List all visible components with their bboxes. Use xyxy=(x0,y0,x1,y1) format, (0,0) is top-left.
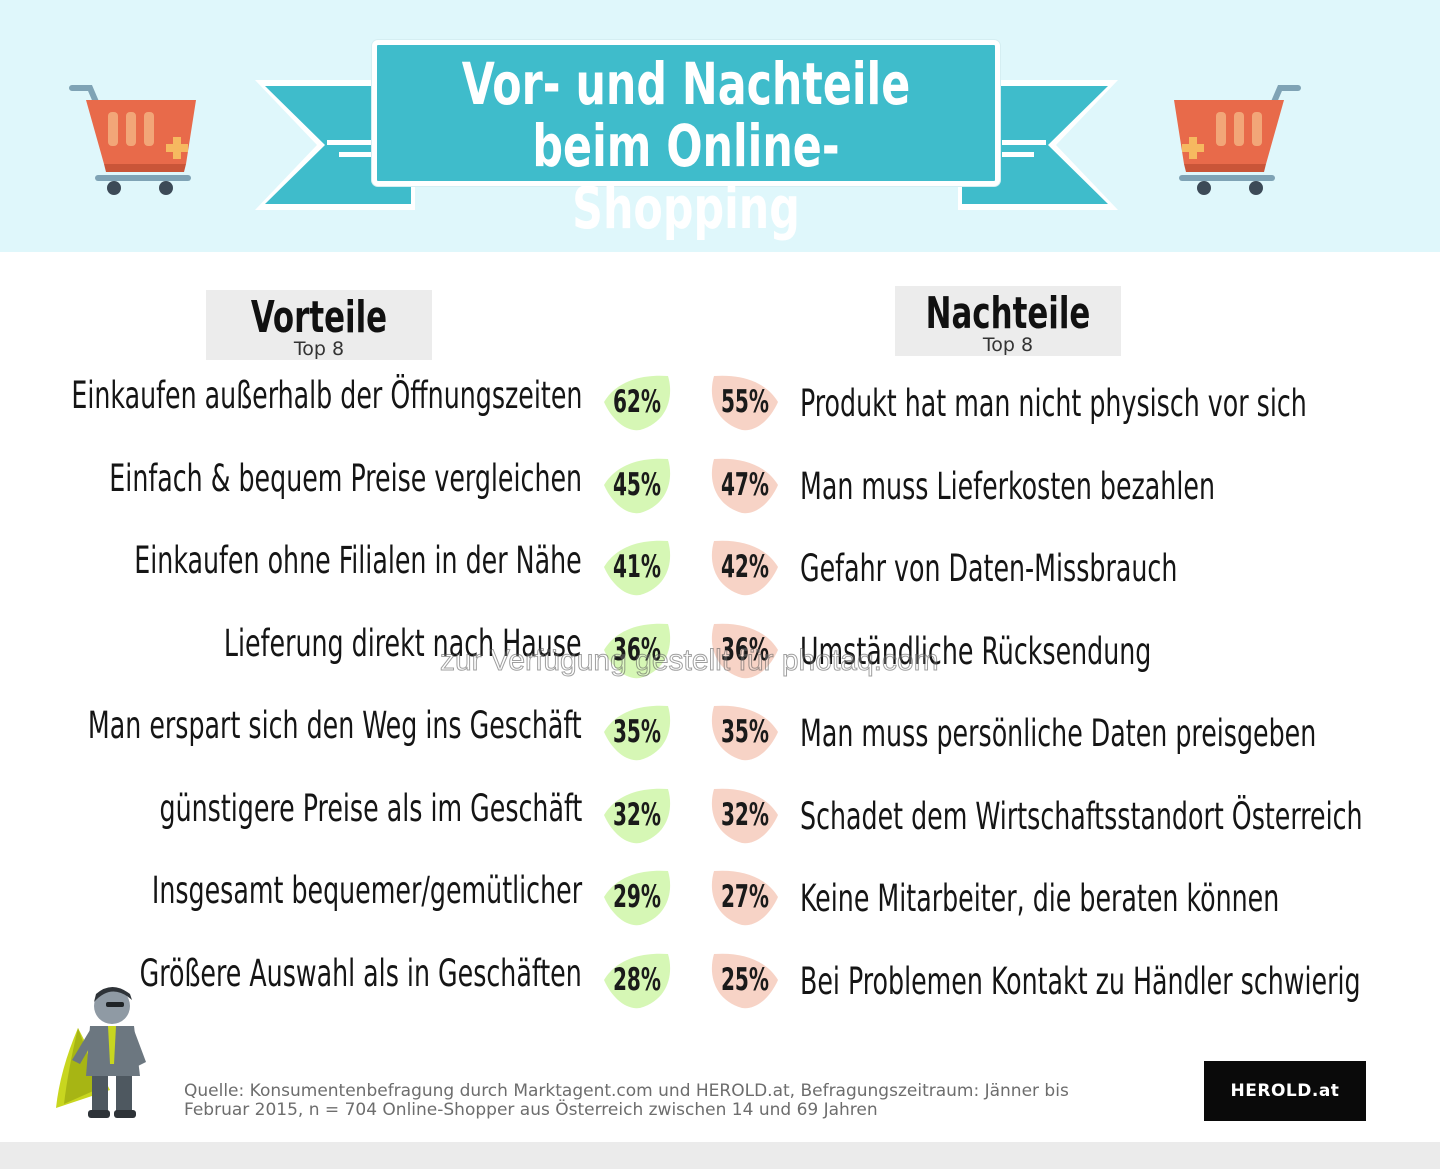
disadvantage-percent: 32% xyxy=(720,796,770,833)
watermark: zur Verfügung gestellt für photaq.com xyxy=(440,644,940,678)
disadvantage-label: Keine Mitarbeiter, die beraten können xyxy=(800,877,1280,920)
source-note: Quelle: Konsumentenbefragung durch Markt… xyxy=(184,1082,1174,1120)
disadvantage-label: Schadet dem Wirtschaftsstandort Österrei… xyxy=(800,794,1363,838)
disadvantage-percent: 36% xyxy=(720,631,770,668)
disadvantage-percent-badge: 47% xyxy=(710,455,780,515)
advantage-percent: 62% xyxy=(612,384,662,420)
advantages-subtitle: Top 8 xyxy=(293,338,345,360)
disadvantage-percent-badge: 32% xyxy=(710,785,780,845)
advantage-percent-badge: 28% xyxy=(602,950,672,1010)
advantage-percent: 41% xyxy=(612,549,662,585)
disadvantage-percent: 25% xyxy=(720,961,770,998)
advantage-percent: 35% xyxy=(612,714,662,750)
advantage-percent-badge: 32% xyxy=(602,785,672,845)
advantage-label: Man erspart sich den Weg ins Geschäft xyxy=(88,704,582,747)
advantage-percent: 45% xyxy=(612,466,662,503)
page-title-line2: beim Online-Shopping xyxy=(532,112,840,242)
disadvantage-label: Man muss Lieferkosten bezahlen xyxy=(800,464,1215,508)
advantages-title: Vorteile xyxy=(250,292,388,343)
advantage-percent-badge: 35% xyxy=(602,702,672,762)
source-line-1: Quelle: Konsumentenbefragung durch Markt… xyxy=(184,1081,1069,1101)
advantage-percent-badge: 36% xyxy=(602,620,672,680)
disadvantage-percent-badge: 55% xyxy=(710,372,780,432)
disadvantage-percent-badge: 27% xyxy=(710,867,780,927)
disadvantage-label: Gefahr von Daten-Missbrauch xyxy=(800,547,1178,590)
disadvantage-label: Man muss persönliche Daten preisgeben xyxy=(800,712,1317,755)
advantage-label: Lieferung direkt nach Hause xyxy=(224,621,582,665)
disadvantage-percent: 42% xyxy=(720,549,770,585)
disadvantage-percent-badge: 42% xyxy=(710,537,780,597)
shopping-cart-icon xyxy=(1174,85,1301,195)
advantage-label: Insgesamt bequemer/gemütlicher xyxy=(151,869,582,912)
advantage-percent-badge: 62% xyxy=(602,372,672,432)
advantage-percent-badge: 29% xyxy=(602,867,672,927)
source-line-2: Februar 2015, n = 704 Online-Shopper aus… xyxy=(184,1100,878,1120)
disadvantage-percent: 47% xyxy=(720,466,770,503)
disadvantage-label: Bei Problemen Kontakt zu Händler schwier… xyxy=(800,959,1361,1003)
disadvantages-heading: Nachteile Top 8 xyxy=(895,286,1121,356)
mascot-figure xyxy=(56,987,146,1118)
advantage-percent: 36% xyxy=(612,631,662,668)
footer-band xyxy=(0,1142,1440,1169)
disadvantage-percent-badge: 36% xyxy=(710,620,780,680)
disadvantage-percent: 35% xyxy=(720,714,770,750)
disadvantage-percent-badge: 35% xyxy=(710,702,780,762)
advantage-label: Einkaufen außerhalb der Öffnungszeiten xyxy=(70,374,582,417)
page-title-line1: Vor- und Nachteile xyxy=(461,50,911,118)
advantage-label: Einfach & bequem Preise vergleichen xyxy=(109,456,582,500)
advantage-label: günstigere Preise als im Geschäft xyxy=(159,786,582,830)
advantages-heading: Vorteile Top 8 xyxy=(206,290,432,360)
disadvantages-title: Nachteile xyxy=(925,288,1091,339)
disadvantage-percent: 55% xyxy=(720,384,770,420)
title-ribbon: Vor- und Nachteile beim Online-Shopping xyxy=(372,40,1000,239)
advantage-percent: 32% xyxy=(612,796,662,833)
disadvantage-percent: 27% xyxy=(720,879,770,915)
advantage-percent: 28% xyxy=(612,961,662,998)
herold-logo: HEROLD.at xyxy=(1204,1061,1366,1121)
advantage-percent-badge: 41% xyxy=(602,537,672,597)
disadvantage-label: Produkt hat man nicht physisch vor sich xyxy=(800,382,1307,425)
disadvantage-label: Umständliche Rücksendung xyxy=(800,629,1152,673)
advantage-percent: 29% xyxy=(612,879,662,915)
advantage-label: Einkaufen ohne Filialen in der Nähe xyxy=(134,539,582,582)
advantage-percent-badge: 45% xyxy=(602,455,672,515)
shopping-cart-icon xyxy=(69,85,196,195)
disadvantage-percent-badge: 25% xyxy=(710,950,780,1010)
disadvantages-subtitle: Top 8 xyxy=(982,334,1034,356)
advantage-label: Größere Auswahl als in Geschäften xyxy=(139,951,582,995)
